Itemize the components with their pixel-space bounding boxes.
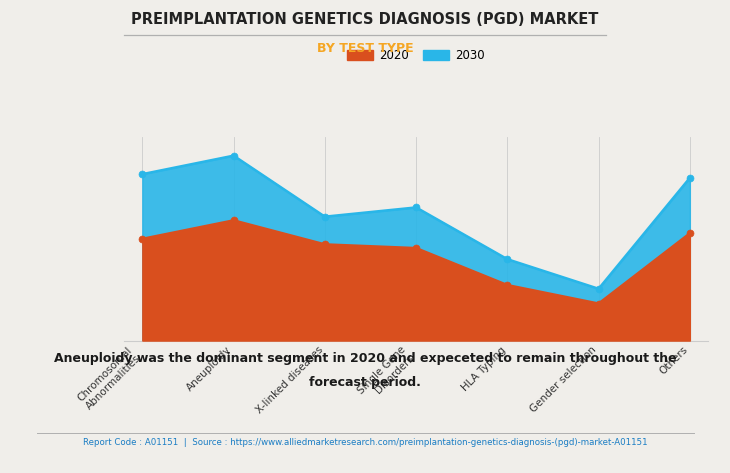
Text: PREIMPLANTATION GENETICS DIAGNOSIS (PGD) MARKET: PREIMPLANTATION GENETICS DIAGNOSIS (PGD)… — [131, 12, 599, 27]
Legend: 2020, 2030: 2020, 2030 — [344, 45, 488, 66]
Text: BY TEST TYPE: BY TEST TYPE — [317, 42, 413, 54]
Text: Report Code : A01151  |  Source : https://www.alliedmarketresearch.com/preimplan: Report Code : A01151 | Source : https://… — [82, 438, 648, 447]
Text: Aneuploidy was the dominant segment in 2020 and expeceted to remain throughout t: Aneuploidy was the dominant segment in 2… — [54, 352, 676, 365]
Text: forecast period.: forecast period. — [309, 376, 421, 389]
